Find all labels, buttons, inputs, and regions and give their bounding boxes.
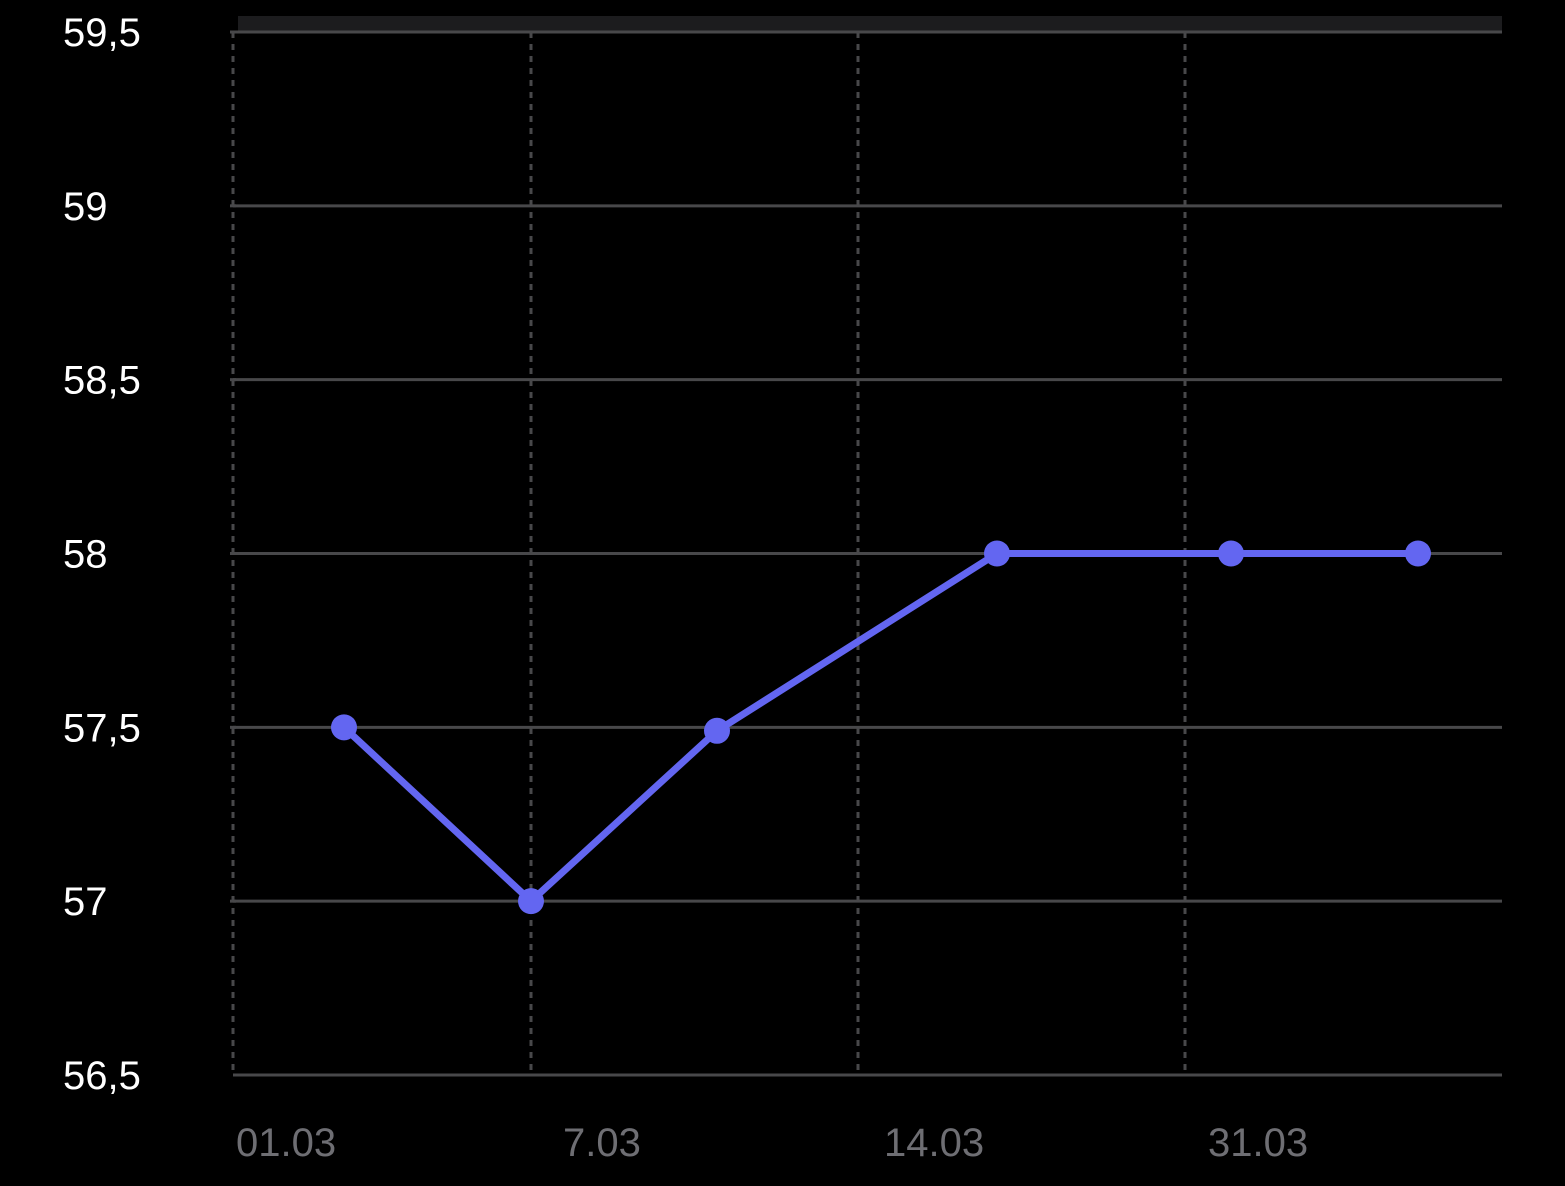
data-point bbox=[704, 717, 730, 744]
y-tick-label: 59,5 bbox=[63, 11, 141, 55]
y-axis-tick-labels: 56,5 57 57,5 58 58,5 59 59,5 bbox=[63, 11, 141, 1098]
x-tick-label: 14.03 bbox=[884, 1121, 984, 1165]
x-tick-label: 01.03 bbox=[236, 1121, 336, 1165]
data-point bbox=[984, 540, 1010, 567]
x-axis-tick-labels: 01.03 7.03 14.03 31.03 bbox=[236, 1121, 1308, 1165]
data-point bbox=[1405, 540, 1431, 567]
data-point bbox=[518, 888, 544, 915]
plot-top-bar bbox=[238, 16, 1502, 32]
x-tick-label: 31.03 bbox=[1208, 1121, 1308, 1165]
y-tick-label: 59 bbox=[63, 185, 108, 229]
series-line bbox=[340, 550, 1422, 905]
series-line-group bbox=[331, 540, 1431, 915]
y-tick-label: 57,5 bbox=[63, 706, 141, 750]
y-tick-label: 56,5 bbox=[63, 1054, 141, 1098]
y-tick-label: 58,5 bbox=[63, 359, 141, 403]
y-tick-label: 57 bbox=[63, 880, 108, 924]
horizontal-gridlines bbox=[230, 30, 1502, 903]
y-tick-label: 58 bbox=[63, 533, 108, 577]
x-tick-label: 7.03 bbox=[563, 1121, 641, 1165]
data-point bbox=[331, 714, 357, 741]
data-point bbox=[1218, 540, 1244, 567]
